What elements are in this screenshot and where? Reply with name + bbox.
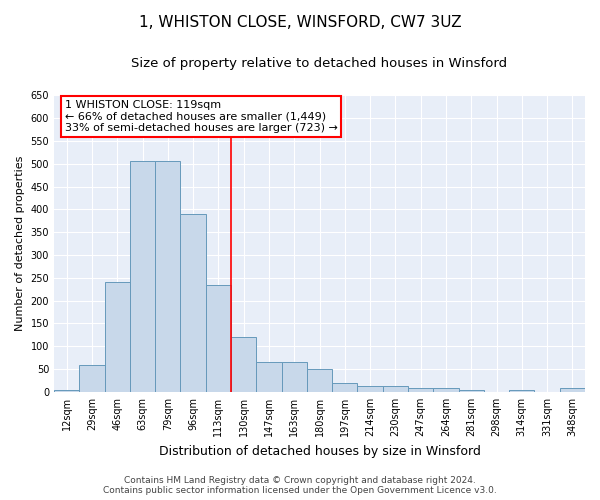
Text: 1 WHISTON CLOSE: 119sqm
← 66% of detached houses are smaller (1,449)
33% of semi: 1 WHISTON CLOSE: 119sqm ← 66% of detache… bbox=[65, 100, 338, 133]
Bar bbox=[155, 162, 181, 392]
Bar bbox=[54, 390, 79, 392]
Bar bbox=[281, 362, 307, 392]
Text: Contains HM Land Registry data © Crown copyright and database right 2024.
Contai: Contains HM Land Registry data © Crown c… bbox=[103, 476, 497, 495]
Bar bbox=[358, 386, 383, 392]
Y-axis label: Number of detached properties: Number of detached properties bbox=[15, 156, 25, 332]
Bar bbox=[560, 388, 585, 392]
Bar bbox=[307, 369, 332, 392]
Bar bbox=[181, 214, 206, 392]
Bar bbox=[458, 390, 484, 392]
Bar bbox=[332, 383, 358, 392]
Bar bbox=[408, 388, 433, 392]
Bar bbox=[433, 388, 458, 392]
Bar bbox=[130, 162, 155, 392]
X-axis label: Distribution of detached houses by size in Winsford: Distribution of detached houses by size … bbox=[158, 444, 481, 458]
Bar bbox=[509, 390, 535, 392]
Bar bbox=[256, 362, 281, 392]
Bar bbox=[104, 282, 130, 392]
Bar bbox=[79, 364, 104, 392]
Bar bbox=[383, 386, 408, 392]
Bar bbox=[206, 284, 231, 392]
Bar bbox=[231, 337, 256, 392]
Text: 1, WHISTON CLOSE, WINSFORD, CW7 3UZ: 1, WHISTON CLOSE, WINSFORD, CW7 3UZ bbox=[139, 15, 461, 30]
Title: Size of property relative to detached houses in Winsford: Size of property relative to detached ho… bbox=[131, 58, 508, 70]
